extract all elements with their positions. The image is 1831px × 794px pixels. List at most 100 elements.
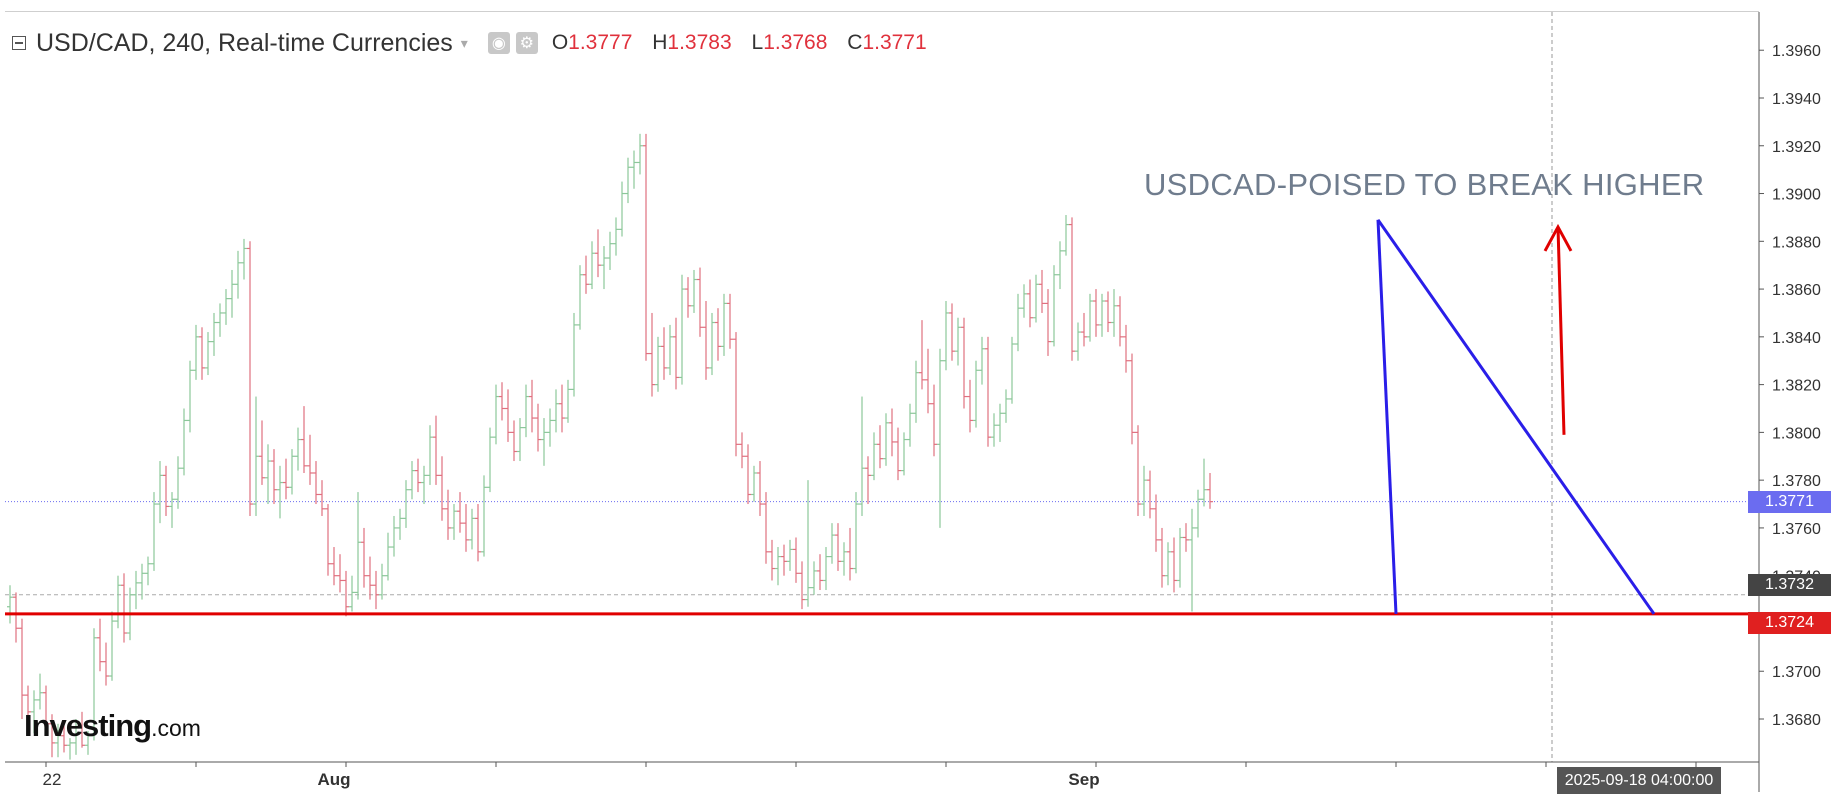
ohlc-bar [631,150,637,189]
ohlc-bar [157,461,163,524]
ohlc-bar [559,384,565,433]
ohlc-bar [343,570,349,617]
ohlc-bar [55,723,61,758]
ohlc-bar [847,527,853,581]
ohlc-bar [145,556,151,586]
ohlc-bar [121,573,127,643]
ohlc-bar [781,544,787,576]
ohlc-bar [1093,289,1099,337]
ohlc-bar [1045,289,1051,356]
ohlc-bar [733,332,739,457]
ohlc-bar [205,332,211,376]
ohlc-bar [679,274,685,385]
ohlc-bar [835,523,841,571]
up-arrow-shaft [1556,226,1566,435]
ohlc-bar [1003,389,1009,423]
descending-trendline [1376,218,1656,615]
up-arrow-head [1543,223,1573,252]
ohlc-bar [643,133,649,361]
low-value: 1.3768 [763,31,828,54]
ohlc-bar [223,289,229,325]
ohlc-bar [547,408,553,447]
ohlc-bar [757,461,763,516]
ohlc-bar [1153,494,1159,552]
ohlc-bar [667,324,673,376]
ohlc-bar [265,444,271,505]
ohlc-bar [1081,312,1087,347]
ohlc-bar [1087,293,1093,342]
ohlc-bar [397,508,403,540]
ohlc-bar [637,133,643,175]
ohlc-bar [661,327,667,380]
close-label: C [847,31,863,54]
ohlc-bar [289,449,295,495]
ohlc-bar [1075,322,1081,361]
ohlc-bar [1027,279,1033,328]
ohlc-bar [271,449,277,505]
ohlc-bar [247,241,253,516]
ohlc-bar [565,379,571,423]
ohlc-bar [793,537,799,583]
ohlc-bar [1189,508,1195,612]
ohlc-bar [1171,537,1177,593]
ohlc-bar [277,465,283,519]
ohlc-bar [415,458,421,493]
ohlc-bar [373,570,379,610]
ohlc-bar [973,360,979,428]
ohlc-bar [811,561,817,595]
ohlc-bar [427,425,433,485]
ohlc-bar [259,420,265,485]
ohlc-bar [451,504,457,540]
ohlc-bar [457,492,463,533]
chevron-down-icon[interactable]: ▾ [460,34,468,51]
ohlc-bar [889,408,895,457]
ohlc-bar [61,721,67,753]
ohlc-bar [649,312,655,397]
ohlc-bar [409,461,415,500]
y-tick-label: 1.3840 [1772,330,1821,347]
ohlc-bar [439,456,445,521]
ohlc-bar [505,389,511,442]
ohlc-bar [1111,289,1117,337]
y-tick-label: 1.3780 [1772,473,1821,490]
ohlc-bar [1117,296,1123,347]
ohlc-bar [871,432,877,481]
ohlc-bar [385,532,391,581]
ohlc-bar [829,523,835,564]
gear-icon[interactable]: ⚙ [515,32,538,54]
annotation-title[interactable]: USDCAD-POISED TO BREAK HIGHER [1144,167,1705,202]
ohlc-bar [979,336,985,385]
ohlc-bar [475,504,481,562]
ohlc-bar [241,238,247,280]
ohlc-bar [139,563,145,600]
ohlc-bar [1051,265,1057,347]
ohlc-bar [295,427,301,471]
symbol-title[interactable]: USD/CAD, 240, Real-time Currencies [36,28,453,57]
ohlc-bar [523,384,529,438]
ohlc-bar [769,539,775,581]
ohlc-bar [25,685,31,731]
ohlc-bar [1207,472,1213,509]
ohlc-bar [985,336,991,447]
ohlc-bar [589,241,595,290]
ohlc-bar [487,427,493,493]
eye-icon[interactable]: ◉ [487,32,510,54]
collapse-toggle[interactable] [12,36,26,50]
ohlc-bar [1015,293,1021,352]
ohlc-bar [727,293,733,349]
ohlc-bar [607,231,613,270]
ohlc-bar [115,575,121,629]
ohlc-bar [355,492,361,600]
ohlc-bar [853,492,859,574]
y-tick-label: 1.3920 [1772,139,1821,156]
ohlc-bar [481,475,487,557]
high-value: 1.3783 [667,31,732,54]
ohlc-bar [967,379,973,433]
ohlc-bar [1105,291,1111,333]
ohlc-bar [1183,523,1189,552]
ohlc-bar [1039,269,1045,313]
ohlc-bar [787,539,793,571]
ohlc-bar [1129,353,1135,445]
